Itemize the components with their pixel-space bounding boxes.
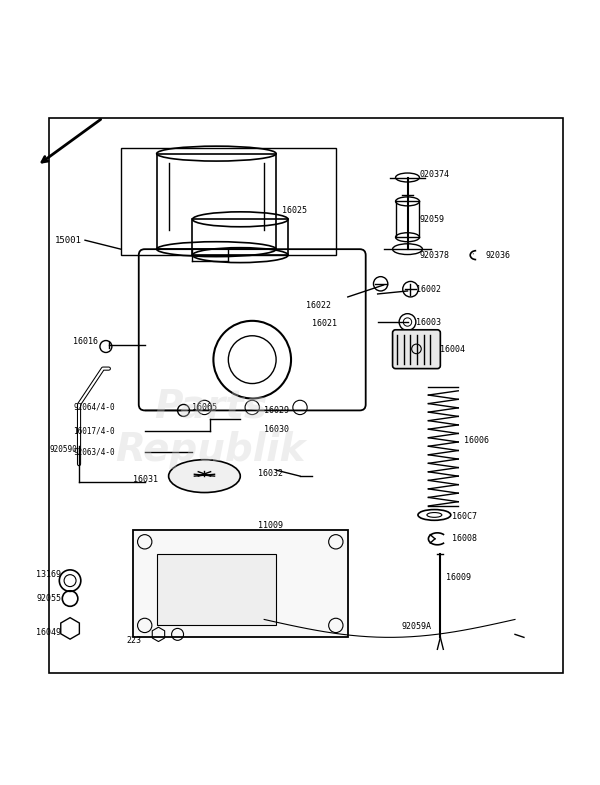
Text: 16009: 16009 (446, 573, 472, 582)
Ellipse shape (169, 460, 240, 492)
Text: 16049: 16049 (36, 628, 61, 637)
Text: 16006: 16006 (464, 436, 489, 445)
Text: 92059: 92059 (419, 215, 445, 224)
Text: 16030: 16030 (264, 425, 289, 434)
Bar (157, 154, 276, 249)
Text: 920378: 920378 (419, 250, 449, 260)
Text: 16002: 16002 (416, 285, 442, 294)
Text: 16003: 16003 (416, 317, 442, 327)
Text: 92063/4-0: 92063/4-0 (73, 447, 115, 457)
Text: 13169: 13169 (36, 570, 61, 579)
Bar (121, 148, 336, 255)
Bar (157, 553, 276, 626)
Text: 16065: 16065 (193, 403, 217, 412)
Text: 92036: 92036 (485, 250, 510, 260)
Text: Parts
Republik: Parts Republik (115, 387, 305, 469)
Text: 92059A: 92059A (401, 622, 431, 631)
Bar (133, 530, 348, 637)
Text: 16016: 16016 (73, 338, 98, 346)
Text: 020374: 020374 (419, 170, 449, 179)
Text: 92055: 92055 (36, 594, 61, 603)
Text: 15001: 15001 (55, 236, 82, 245)
Bar (193, 219, 288, 255)
Bar (49, 118, 563, 674)
Text: 16031: 16031 (133, 475, 158, 484)
Text: 16025: 16025 (282, 206, 307, 215)
Text: 16021: 16021 (312, 319, 337, 328)
Text: 16032: 16032 (258, 469, 283, 477)
FancyBboxPatch shape (392, 330, 440, 369)
Text: 16022: 16022 (306, 301, 331, 310)
Text: 16008: 16008 (452, 535, 477, 543)
Text: 920590: 920590 (49, 445, 77, 454)
Text: 16017/4-0: 16017/4-0 (73, 427, 115, 436)
Text: 223: 223 (127, 636, 142, 644)
Text: 160C7: 160C7 (452, 513, 477, 521)
Text: 16004: 16004 (440, 345, 466, 354)
Text: 11009: 11009 (258, 520, 283, 530)
Text: 16029: 16029 (264, 406, 289, 415)
Text: 92064/4-0: 92064/4-0 (73, 403, 115, 412)
Circle shape (373, 276, 388, 291)
